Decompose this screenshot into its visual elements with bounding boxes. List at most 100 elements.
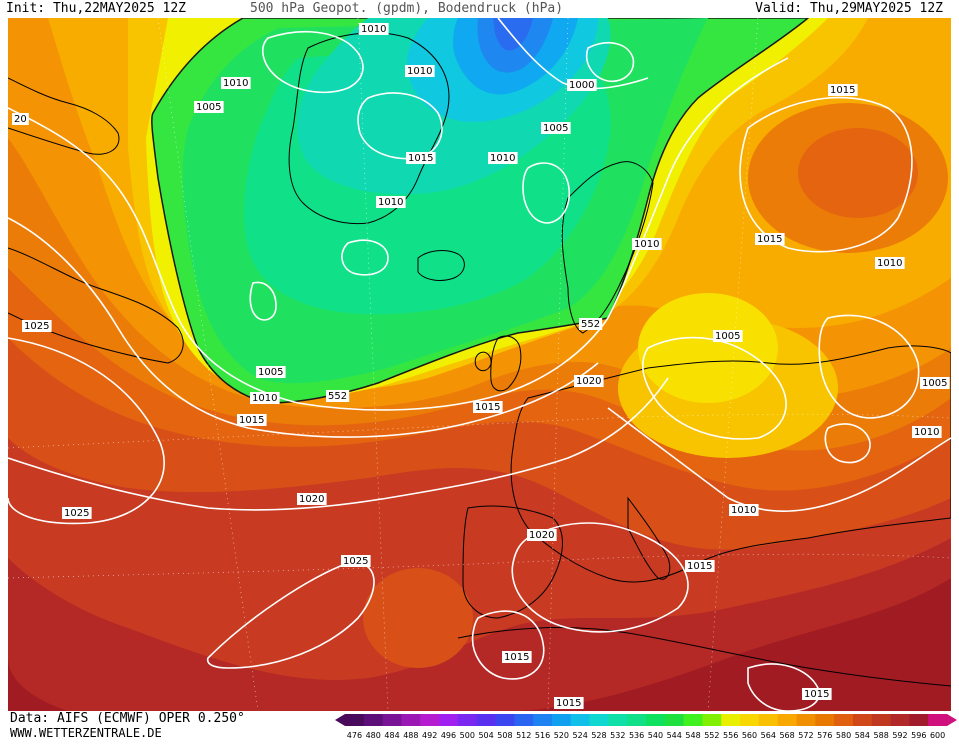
isobar-label-bg [405,65,435,77]
isobar-label-bg [912,426,942,438]
legend-tick-label: 600 [930,731,945,740]
legend-swatch [476,714,496,726]
isobar-label-bg [502,651,532,663]
isobar-label-bg [541,122,571,134]
isobar-label-bg [920,377,950,389]
legend-swatch [382,714,402,726]
isobar-label-bg [729,504,759,516]
legend-tick-label: 528 [591,731,606,740]
legend-tick-label: 516 [535,731,550,740]
isobar-label: 1010 [632,238,662,250]
legend-swatch [514,714,534,726]
legend-swatch [683,714,703,726]
legend-tick-label: 540 [648,731,663,740]
isobar-label-text: 1010 [914,427,939,438]
isobar-label-bg [341,555,371,567]
legend-tick-label: 548 [685,731,700,740]
isobar-label: 1010 [729,504,759,516]
legend-swatch [852,714,873,726]
legend-swatch [834,714,854,726]
isobar-label-text: 20 [14,114,27,125]
isobar-label: 1025 [22,320,52,332]
isobar-label: 1010 [912,426,942,438]
isobar-label: 20 [12,113,29,125]
isobar-label-text: 1015 [408,153,433,164]
isobar-label: 1005 [541,122,571,134]
isobar-label: 1015 [554,697,584,709]
isobar-label-text: 1010 [361,24,386,35]
isobar-label-bg [574,375,604,387]
isobar-label: 552 [326,390,350,402]
legend-tick-label: 532 [610,731,625,740]
isobar-label-bg [554,697,584,709]
legend-arrow-right [947,714,957,726]
isobar-label-text: 1005 [258,367,283,378]
isobar-label-text: 1025 [24,321,49,332]
legend-swatch [401,714,421,726]
legend-swatch [495,714,515,726]
isobar-label-text: 1010 [252,393,277,404]
isobar-label: 1010 [359,23,389,35]
legend-tick-label: 584 [855,731,870,740]
isobar-label-bg [326,390,350,402]
legend-tick-label: 496 [441,731,456,740]
isobar-label-bg [256,366,286,378]
legend-tick-label: 484 [384,731,399,740]
map-title: 500 hPa Geopot. (gpdm), Bodendruck (hPa) [250,1,564,16]
legend-tick-label: 576 [817,731,832,740]
isobar-label-text: 1010 [877,258,902,269]
legend-tick-label: 552 [704,731,719,740]
isobar-label-text: 1015 [804,689,829,700]
isobar-label: 1015 [406,152,436,164]
legend-tick-label: 476 [347,731,362,740]
legend-tick-label: 564 [761,731,776,740]
weather-map[interactable]: 1010 1010 1000 1010 1005 1005 1015 20 1015 1010 10… [8,18,951,711]
legend-swatch [646,714,666,726]
valid-time-label: Valid: Thu,29MAY2025 12Z [755,1,943,16]
isobar-label-bg [473,401,503,413]
init-time-label: Init: Thu,22MAY2025 12Z [6,1,187,16]
isobar-label-bg [875,257,905,269]
isobar-label-text: 1000 [569,80,594,91]
legend-swatch [890,714,910,726]
legend-tick-label: 560 [742,731,757,740]
isobar-label-bg [22,320,52,332]
isobar-label: 1010 [376,196,406,208]
isobar-label-bg [802,688,832,700]
isobar-label: 1005 [194,101,224,113]
legend-tick-label: 580 [836,731,851,740]
header-bar: Init: Thu,22MAY2025 12Z 500 hPa Geopot. … [0,0,959,18]
isobar-label-text: 1015 [687,561,712,572]
legend-swatch [777,714,797,726]
isobar-label-text: 1015 [239,415,264,426]
legend-swatch [702,714,722,726]
isobar-label-text: 1010 [731,505,756,516]
legend-tick-label: 588 [874,731,889,740]
field-576-east [798,128,918,218]
legend-tick-label: 524 [573,731,588,740]
isobar-label-bg [527,529,557,541]
isobar-label: 1015 [237,414,267,426]
coastlines [8,32,951,687]
legend-arrow-left [335,714,345,726]
isobar-label: 1005 [256,366,286,378]
isobar-label-text: 1005 [196,102,221,113]
legend-swatch [457,714,478,726]
legend-tick-label: 556 [723,731,738,740]
isobar-label: 1015 [802,688,832,700]
isobar-label: 1010 [488,152,518,164]
legend-tick-label: 492 [422,731,437,740]
isobar-label: 1015 [685,560,715,572]
isobar-label-text: 1005 [922,378,947,389]
isobar-label: 1020 [297,493,327,505]
isobar-label: 1010 [875,257,905,269]
isobar-label-bg [828,84,858,96]
legend-swatch [608,714,628,726]
isobar-label-bg [376,196,406,208]
isobar-label-text: 552 [328,391,347,402]
isobar-label-bg [62,507,92,519]
isobar-label-bg [579,318,603,330]
field-584-iberia [363,568,473,668]
legend-tick-label: 480 [366,731,381,740]
legend-swatch [570,714,591,726]
